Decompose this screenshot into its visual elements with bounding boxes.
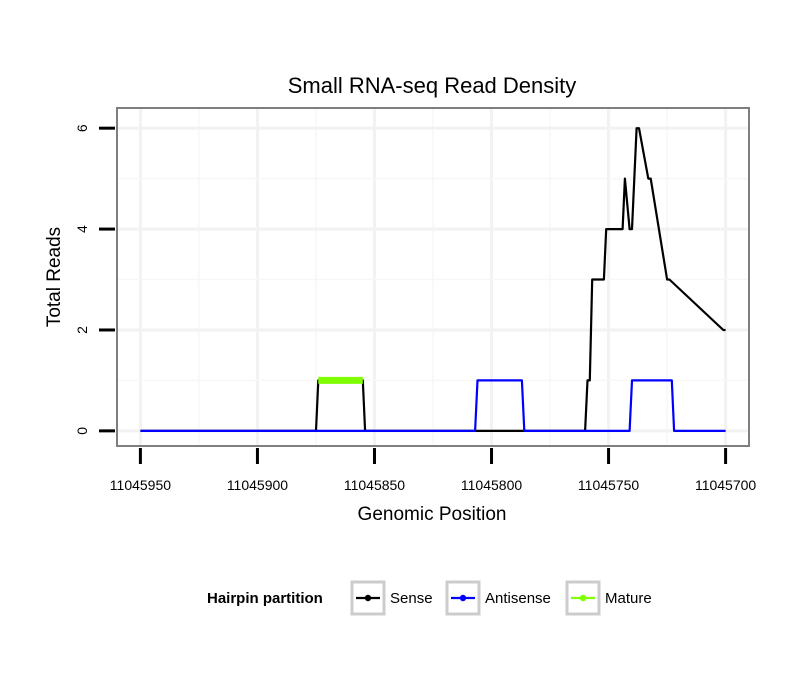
x-axis-label: Genomic Position: [358, 504, 507, 525]
y-axis: 0 2 4 6: [74, 124, 115, 435]
legend-item-antisense: Antisense: [445, 580, 551, 616]
legend-label: Antisense: [485, 590, 551, 607]
series-line-sense: [140, 127, 726, 432]
x-axis: 11045950 11045900 11045850 11045800 11045750…: [110, 448, 756, 493]
chart-title: Small RNA-seq Read Density: [288, 73, 577, 98]
legend-title: Hairpin partition: [207, 590, 323, 607]
legend-label: Sense: [390, 590, 433, 607]
x-tick-label: 11045750: [578, 477, 639, 493]
y-tick-label: 2: [74, 326, 90, 334]
x-tick-label: 11045900: [227, 477, 288, 493]
y-axis-label: Total Reads: [44, 227, 65, 327]
y-tick-label: 4: [74, 225, 90, 233]
x-tick-label: 11045800: [461, 477, 522, 493]
x-tick-label: 11045850: [344, 477, 405, 493]
y-tick-label: 6: [74, 124, 90, 132]
plot-panel: [116, 107, 750, 447]
legend: Hairpin partition Sense Antisense Mature: [207, 580, 652, 616]
series-line-antisense: [140, 379, 726, 432]
x-tick-label: 11045700: [695, 477, 756, 493]
legend-item-mature: Mature: [565, 580, 652, 616]
grid: [117, 108, 749, 446]
legend-key-point: [579, 594, 587, 602]
series-layer: [140, 127, 726, 432]
x-tick-label: 11045950: [110, 477, 171, 493]
legend-key-point: [459, 594, 467, 602]
y-tick-label: 0: [74, 427, 90, 435]
legend-label: Mature: [605, 590, 652, 607]
legend-item-sense: Sense: [350, 580, 433, 616]
legend-key-point: [364, 594, 372, 602]
